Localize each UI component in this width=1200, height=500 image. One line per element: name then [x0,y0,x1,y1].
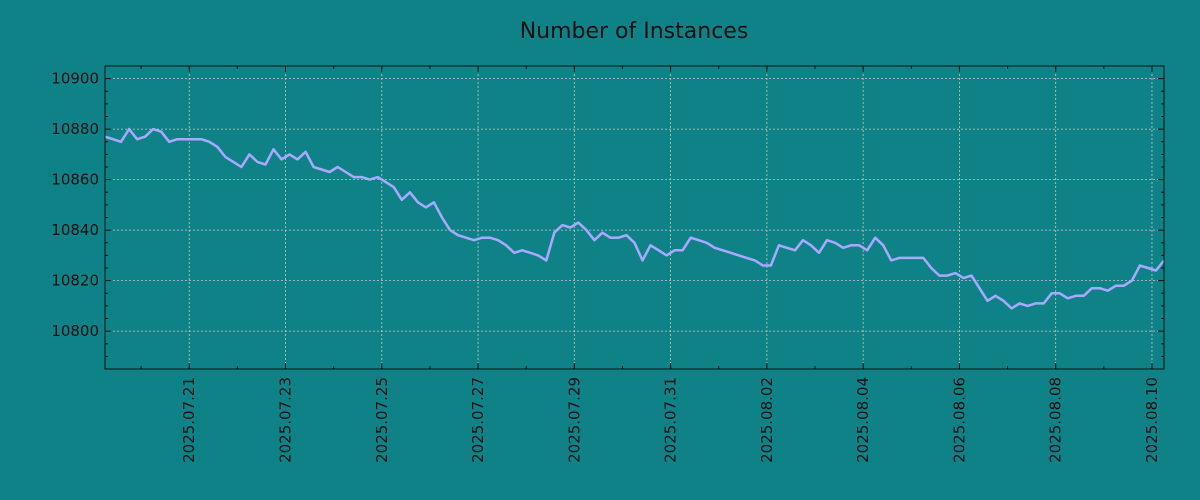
series-layer [104,127,1165,310]
y-tick-label: 10860 [51,171,99,189]
x-tick-label: 2025.08.10 [1143,377,1161,463]
series-line [104,127,1165,310]
tick-layer: 10800 10820 10840 10860 10880 10900 2025.07.21… [51,66,1164,463]
x-tick-label: 2025.07.27 [469,377,487,463]
chart-title: Number of Instances [520,19,749,44]
x-tick-label: 2025.07.31 [662,377,680,463]
grid-layer [105,66,1164,369]
x-tick-label: 2025.07.29 [565,377,583,463]
plot-frame [104,65,1165,370]
x-tick-label: 2025.08.02 [758,377,776,463]
x-tick-label: 2025.07.21 [180,377,198,463]
y-tick-label: 10820 [51,272,99,290]
y-tick-label: 10880 [51,120,99,138]
x-tick-label: 2025.07.25 [373,377,391,463]
x-tick-label: 2025.08.04 [854,377,872,463]
y-tick-label: 10900 [51,70,99,88]
x-tick-label: 2025.08.06 [950,377,968,463]
x-tick-label: 2025.08.08 [1047,377,1065,463]
x-tick-label: 2025.07.23 [277,377,295,463]
y-tick-label: 10800 [51,322,99,340]
y-tick-label: 10840 [51,221,99,239]
